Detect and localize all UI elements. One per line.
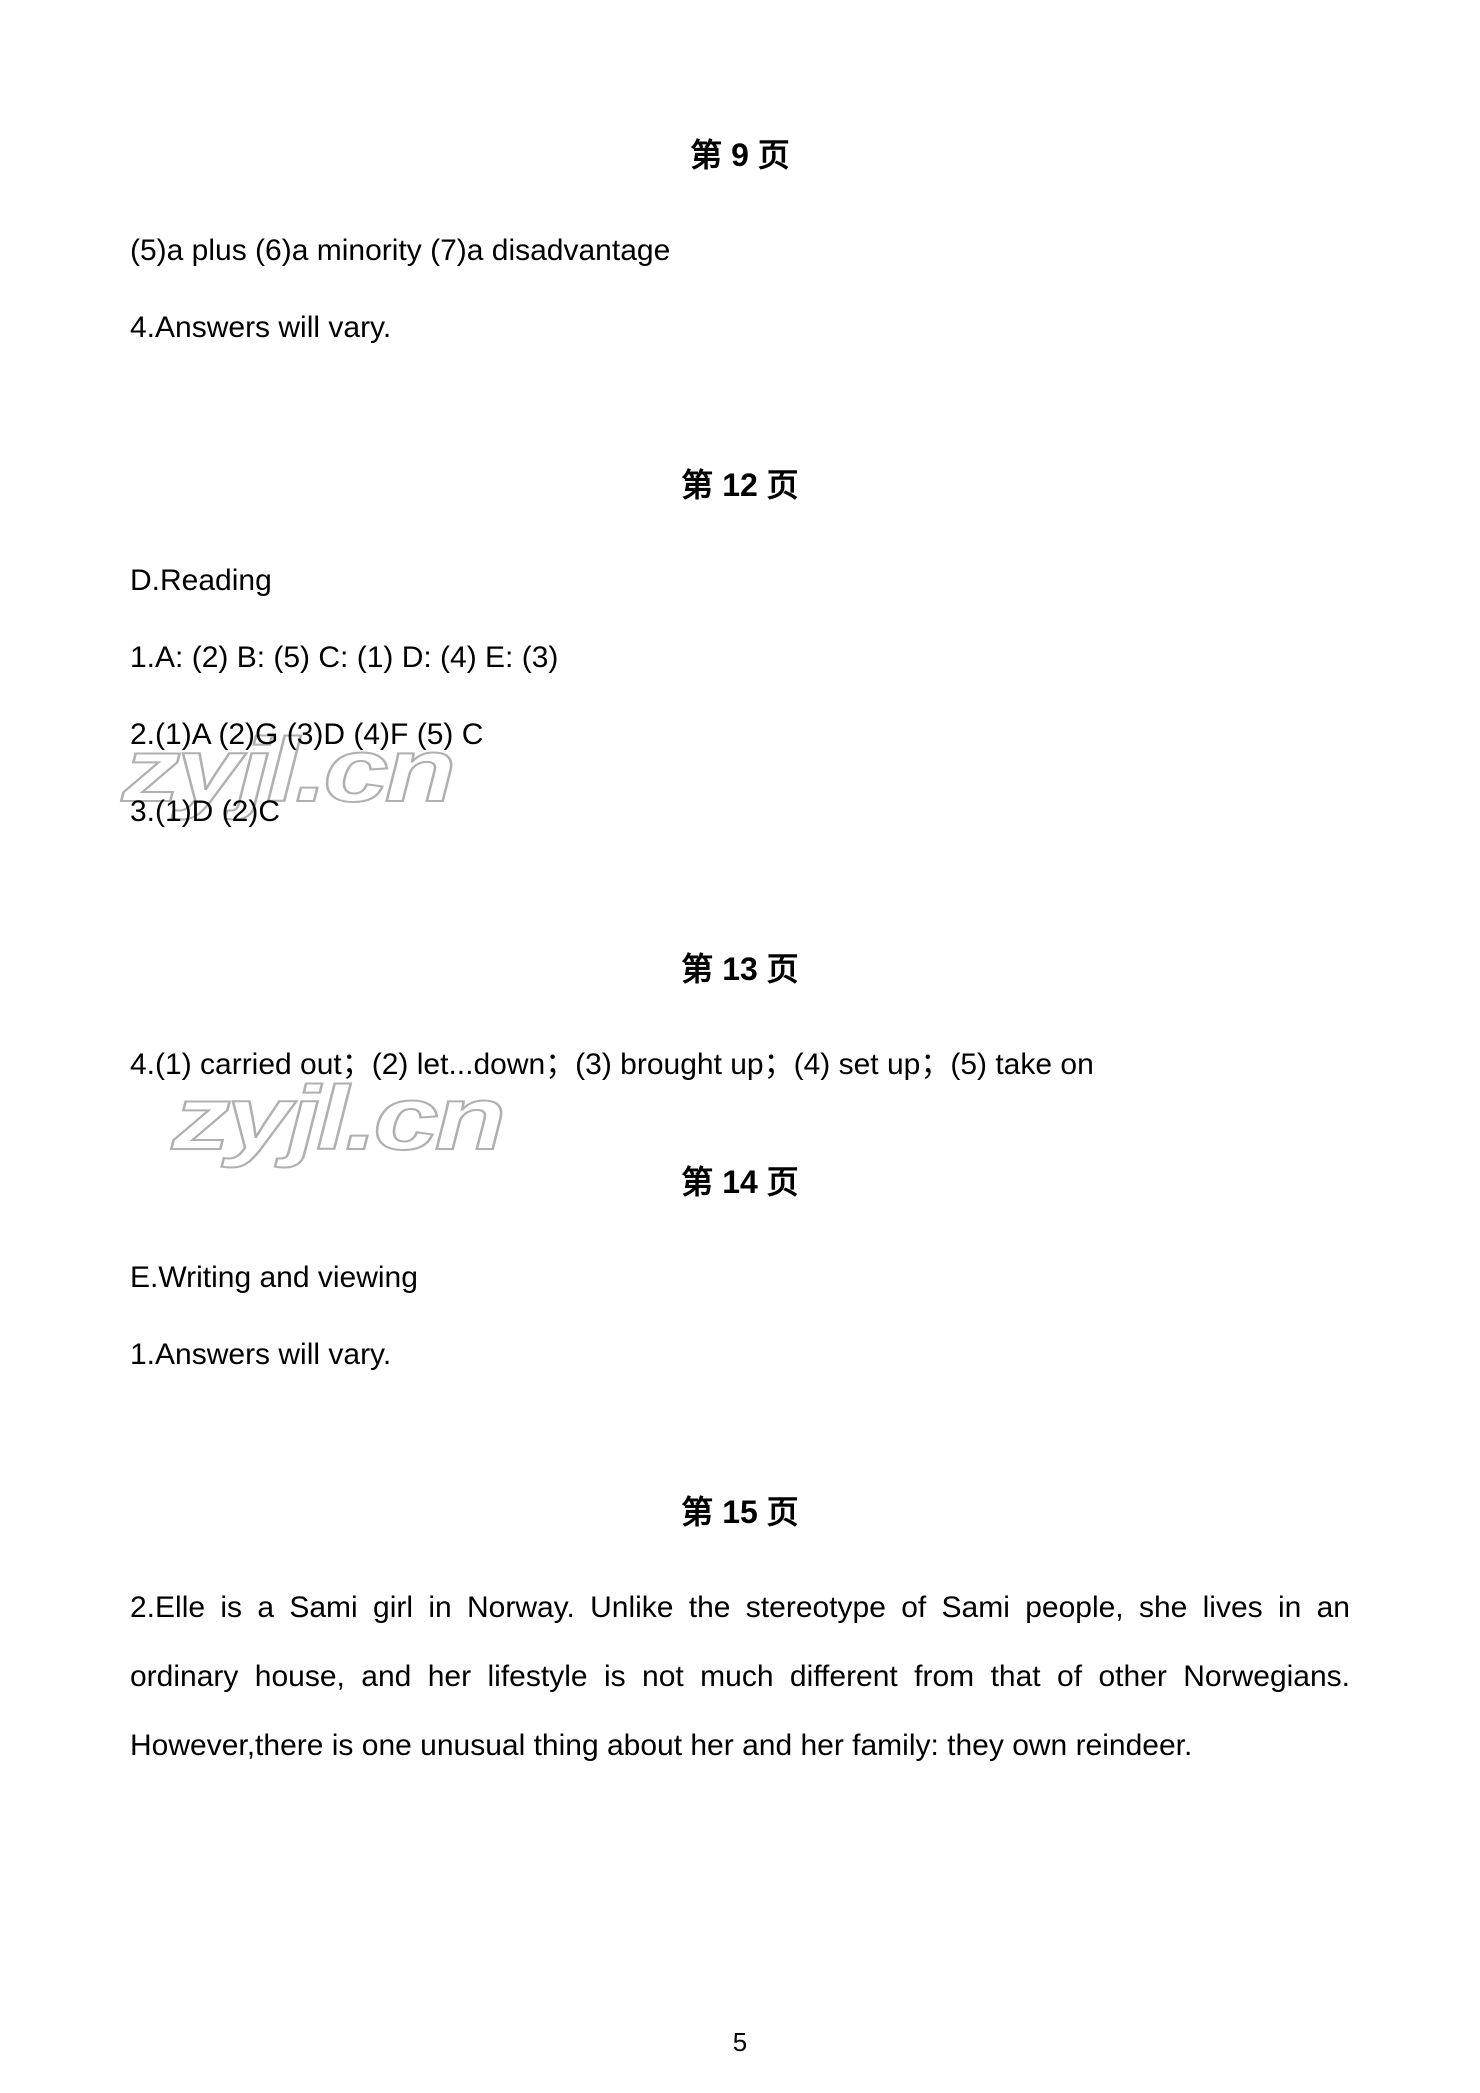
answer-line: 3.(1)D (2)C (130, 777, 1350, 846)
page-header-13: 第 13 页 (130, 944, 1350, 990)
page-header-12: 第 12 页 (130, 460, 1350, 506)
section-spacer (130, 370, 1350, 460)
page-header-15: 第 15 页 (130, 1487, 1350, 1533)
answer-paragraph: 2.Elle is a Sami girl in Norway. Unlike … (130, 1573, 1350, 1780)
answer-line: D.Reading (130, 546, 1350, 615)
answer-line: E.Writing and viewing (130, 1243, 1350, 1312)
page-header-14: 第 14 页 (130, 1157, 1350, 1203)
page-number: 5 (0, 2027, 1480, 2058)
answer-line: 1.A: (2) B: (5) C: (1) D: (4) E: (3) (130, 623, 1350, 692)
page-header-9: 第 9 页 (130, 130, 1350, 176)
answer-line: 2.(1)A (2)G (3)D (4)F (5) C (130, 700, 1350, 769)
answer-line: 4.Answers will vary. (130, 293, 1350, 362)
section-spacer (130, 1107, 1350, 1157)
answer-line: 1.Answers will vary. (130, 1320, 1350, 1389)
section-spacer (130, 854, 1350, 944)
answer-line: (5)a plus (6)a minority (7)a disadvantag… (130, 216, 1350, 285)
answer-line: 4.(1) carried out；(2) let...down；(3) bro… (130, 1030, 1350, 1099)
section-spacer (130, 1397, 1350, 1487)
